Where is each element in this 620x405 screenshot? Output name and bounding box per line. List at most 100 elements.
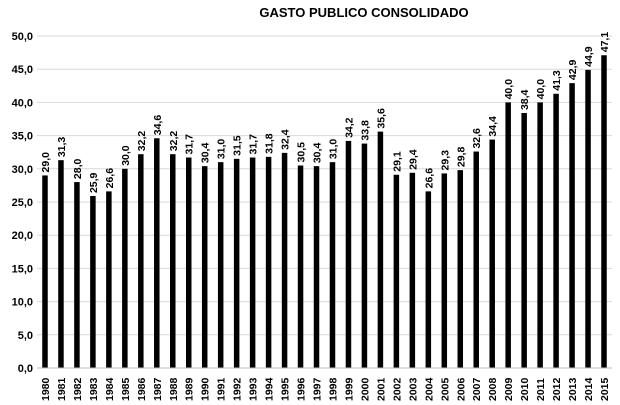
bar xyxy=(122,168,128,368)
y-tick-label: 0,0 xyxy=(18,363,33,375)
data-label: 29,4 xyxy=(407,149,419,170)
x-tick-label: 2005 xyxy=(439,377,451,401)
x-tick-label: 2009 xyxy=(503,377,515,401)
data-label: 30,0 xyxy=(120,145,132,166)
data-label: 40,0 xyxy=(503,79,515,100)
x-tick-label: 1996 xyxy=(296,377,308,401)
data-label: 29,0 xyxy=(40,152,52,173)
data-label: 30,5 xyxy=(296,142,308,163)
x-tick-label: 2014 xyxy=(583,377,595,401)
bar xyxy=(489,139,495,368)
bar xyxy=(505,102,511,369)
bar xyxy=(329,162,336,368)
bar xyxy=(74,182,80,368)
y-tick-label: 50,0 xyxy=(12,31,33,43)
x-tick-label: 2002 xyxy=(391,377,403,401)
y-tick-label: 25,0 xyxy=(12,197,33,209)
data-label: 26,6 xyxy=(104,168,116,189)
y-tick-label: 35,0 xyxy=(12,131,33,143)
data-label: 32,4 xyxy=(280,129,292,150)
x-tick-label: 1989 xyxy=(184,377,196,401)
bar xyxy=(281,152,288,368)
x-tick-label: 1980 xyxy=(40,377,52,401)
y-tick-label: 15,0 xyxy=(12,263,33,275)
data-label: 31,8 xyxy=(264,133,276,154)
chart-title: GASTO PUBLICO CONSOLIDADO xyxy=(259,5,468,20)
bar xyxy=(297,165,304,368)
data-label: 47,1 xyxy=(599,32,611,53)
x-tick-label: 1986 xyxy=(136,377,148,401)
bar xyxy=(345,140,352,368)
x-tick-label: 1983 xyxy=(88,377,100,401)
bar xyxy=(425,191,432,368)
data-label: 34,4 xyxy=(487,116,499,137)
x-tick-label: 1999 xyxy=(343,377,355,401)
x-tick-label: 2015 xyxy=(599,377,611,401)
data-label: 31,0 xyxy=(327,139,339,160)
x-tick-label: 1991 xyxy=(216,377,228,401)
bar xyxy=(473,151,479,368)
data-label: 32,2 xyxy=(168,131,180,152)
data-label: 34,6 xyxy=(152,115,164,136)
bar xyxy=(537,102,543,369)
data-label: 44,9 xyxy=(583,46,595,67)
x-tick-label: 2004 xyxy=(423,377,435,401)
bar xyxy=(42,175,48,368)
x-tick-label: 2006 xyxy=(455,377,467,401)
bar xyxy=(377,131,384,368)
data-label: 41,3 xyxy=(551,70,563,91)
bar xyxy=(185,157,192,368)
data-label: 34,2 xyxy=(343,117,355,138)
data-labels: 29,0 31,3 28,0 25,9 26,6 30,0 32,2 34,6 32,2 31,7… xyxy=(40,32,611,193)
x-tick-label: 1994 xyxy=(264,377,276,401)
bar xyxy=(585,69,591,368)
data-label: 35,6 xyxy=(375,108,387,129)
x-tick-label: 2011 xyxy=(535,378,547,401)
x-tick-label: 1987 xyxy=(152,377,164,401)
bar xyxy=(441,173,448,368)
x-tick-label: 1993 xyxy=(248,377,260,401)
x-tick-label: 2008 xyxy=(487,377,499,401)
x-tick-label: 2003 xyxy=(407,377,419,401)
data-label: 26,6 xyxy=(423,168,435,189)
bar xyxy=(170,154,176,368)
data-label: 31,5 xyxy=(232,135,244,156)
bar xyxy=(553,93,559,368)
data-label: 28,0 xyxy=(72,158,84,179)
y-tick-label: 40,0 xyxy=(12,97,33,109)
data-label: 31,3 xyxy=(56,137,68,158)
x-tick-label: 1988 xyxy=(168,377,180,401)
bar xyxy=(233,158,240,368)
data-label: 25,9 xyxy=(88,172,100,193)
y-tick-label: 5,0 xyxy=(18,330,33,342)
data-label: 30,4 xyxy=(312,143,324,164)
bar xyxy=(217,162,224,368)
data-label: 31,0 xyxy=(216,139,228,160)
x-tick-label: 2012 xyxy=(551,377,563,401)
y-tick-label: 10,0 xyxy=(12,297,33,309)
data-label: 42,9 xyxy=(567,60,579,81)
data-label: 32,2 xyxy=(136,131,148,152)
y-tick-label: 20,0 xyxy=(12,230,33,242)
bar xyxy=(521,113,527,368)
data-label: 31,7 xyxy=(184,134,196,155)
bar xyxy=(249,157,256,368)
bars xyxy=(42,55,607,369)
y-tick-label: 45,0 xyxy=(12,64,33,76)
x-tick-label: 1982 xyxy=(72,377,84,401)
x-tick-label: 2001 xyxy=(375,377,387,401)
bar xyxy=(601,55,607,368)
x-tick-label: 1984 xyxy=(104,377,116,401)
data-label: 32,6 xyxy=(471,128,483,149)
bar xyxy=(569,83,575,369)
bar xyxy=(393,174,400,368)
x-tick-label: 1985 xyxy=(120,377,132,401)
bar xyxy=(313,166,320,368)
x-tick-label: 2010 xyxy=(519,377,531,401)
bar xyxy=(90,196,96,368)
x-tick-label: 2000 xyxy=(359,377,371,401)
x-tick-label: 2013 xyxy=(567,377,579,401)
bar xyxy=(106,191,112,368)
